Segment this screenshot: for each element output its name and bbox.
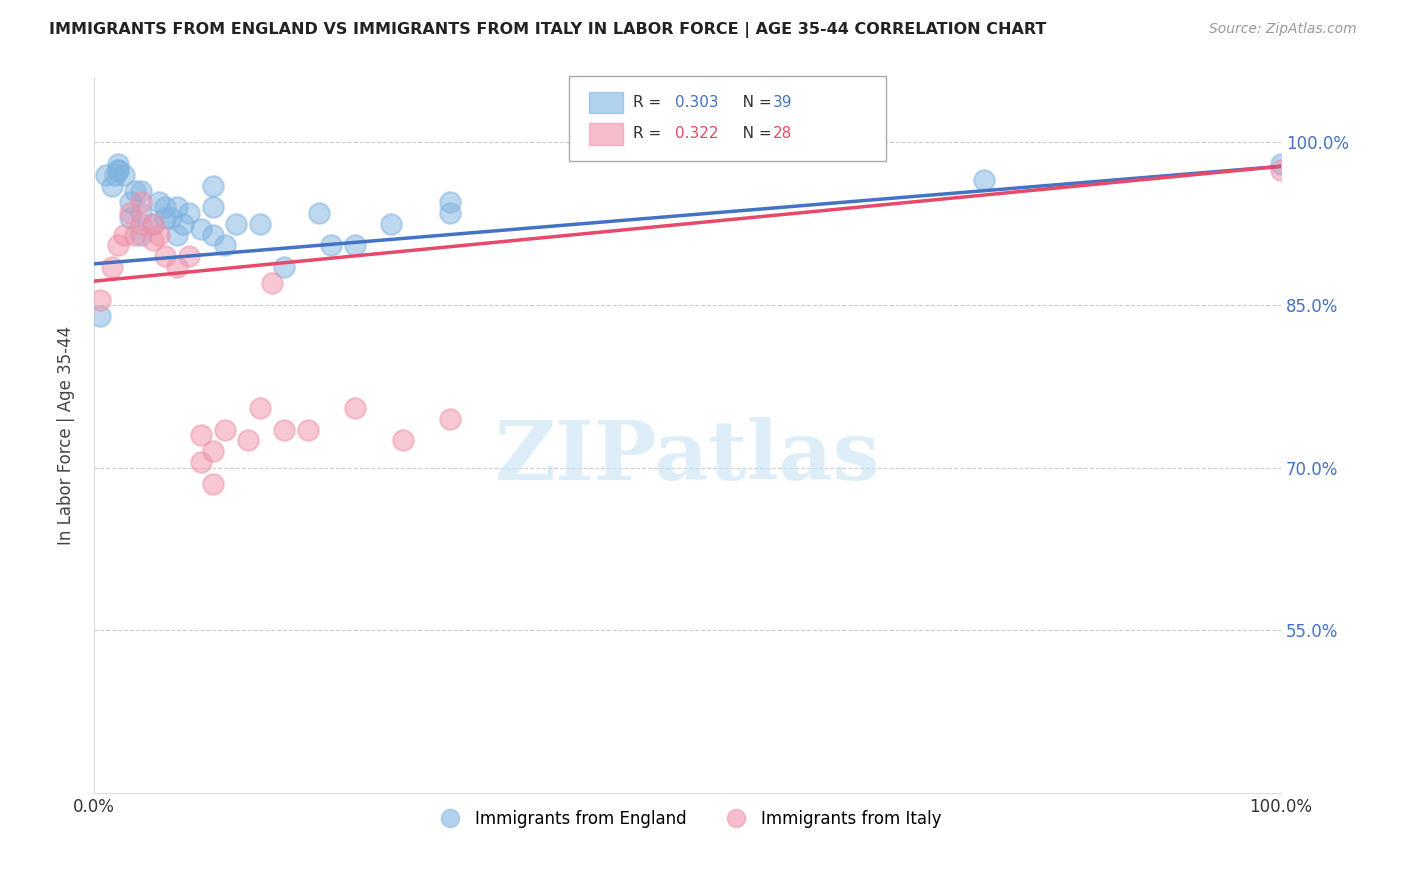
Text: 0.322: 0.322 — [675, 127, 718, 141]
Point — [225, 217, 247, 231]
Point — [190, 222, 212, 236]
Point — [94, 168, 117, 182]
Text: 28: 28 — [773, 127, 793, 141]
Text: R =: R = — [633, 127, 666, 141]
Point — [166, 227, 188, 242]
Point — [107, 157, 129, 171]
Point — [201, 444, 224, 458]
Point — [344, 238, 367, 252]
Point — [190, 455, 212, 469]
Point — [439, 411, 461, 425]
Point — [172, 217, 194, 231]
Y-axis label: In Labor Force | Age 35-44: In Labor Force | Age 35-44 — [58, 326, 75, 545]
Point — [100, 178, 122, 193]
Point — [273, 423, 295, 437]
Point — [131, 184, 153, 198]
Point — [142, 217, 165, 231]
Point — [112, 227, 135, 242]
Point — [214, 238, 236, 252]
Point — [131, 217, 153, 231]
Point — [131, 206, 153, 220]
Point — [344, 401, 367, 415]
Point — [148, 195, 170, 210]
Point — [439, 206, 461, 220]
Point — [118, 195, 141, 210]
Point — [973, 173, 995, 187]
Point — [321, 238, 343, 252]
Point — [201, 178, 224, 193]
Point — [201, 227, 224, 242]
Point — [153, 201, 176, 215]
Point — [260, 277, 283, 291]
Point — [391, 434, 413, 448]
Point — [380, 217, 402, 231]
Point — [107, 238, 129, 252]
Point — [112, 168, 135, 182]
Point — [297, 423, 319, 437]
Point — [166, 201, 188, 215]
Point — [153, 211, 176, 226]
Point — [118, 211, 141, 226]
Point — [131, 195, 153, 210]
Text: N =: N = — [728, 127, 776, 141]
Text: R =: R = — [633, 95, 666, 110]
Point — [142, 217, 165, 231]
Point — [89, 293, 111, 307]
Point — [124, 184, 146, 198]
Point — [190, 428, 212, 442]
Point — [104, 168, 127, 182]
Point — [249, 401, 271, 415]
Point — [107, 162, 129, 177]
Point — [118, 206, 141, 220]
Point — [107, 162, 129, 177]
Point — [131, 227, 153, 242]
Point — [148, 227, 170, 242]
Point — [166, 260, 188, 274]
Point — [124, 227, 146, 242]
Point — [100, 260, 122, 274]
Point — [1270, 162, 1292, 177]
Point — [308, 206, 330, 220]
Point — [177, 206, 200, 220]
Point — [153, 249, 176, 263]
Point — [249, 217, 271, 231]
Point — [201, 476, 224, 491]
Point — [439, 195, 461, 210]
Text: Source: ZipAtlas.com: Source: ZipAtlas.com — [1209, 22, 1357, 37]
Point — [273, 260, 295, 274]
Point — [142, 233, 165, 247]
Point — [177, 249, 200, 263]
Legend: Immigrants from England, Immigrants from Italy: Immigrants from England, Immigrants from… — [426, 803, 949, 834]
Point — [201, 201, 224, 215]
Text: 39: 39 — [773, 95, 793, 110]
Text: IMMIGRANTS FROM ENGLAND VS IMMIGRANTS FROM ITALY IN LABOR FORCE | AGE 35-44 CORR: IMMIGRANTS FROM ENGLAND VS IMMIGRANTS FR… — [49, 22, 1046, 38]
Point — [160, 211, 183, 226]
Point — [238, 434, 260, 448]
Text: N =: N = — [728, 95, 776, 110]
Point — [1270, 157, 1292, 171]
Text: 0.303: 0.303 — [675, 95, 718, 110]
Point — [89, 309, 111, 323]
Text: ZIPatlas: ZIPatlas — [495, 417, 880, 497]
Point — [214, 423, 236, 437]
